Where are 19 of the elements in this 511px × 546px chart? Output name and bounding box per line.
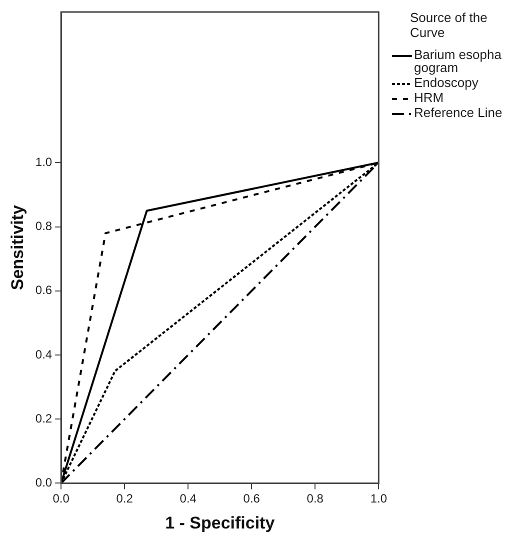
legend-label: HRM	[414, 90, 444, 105]
x-tick-label: 0.4	[180, 492, 197, 506]
y-tick-label: 0.4	[35, 347, 52, 362]
y-tick-label: 0.6	[35, 283, 52, 298]
y-tick-label: 0.0	[35, 476, 52, 490]
y-tick-label: 0.8	[35, 219, 52, 234]
y-axis-title: Sensitivity	[8, 204, 27, 290]
x-tick-label: 0.8	[306, 492, 324, 506]
legend-label: Endoscopy	[414, 75, 478, 90]
x-tick-label: 1.0	[370, 492, 388, 506]
x-axis-title: 1 - Specificity	[165, 513, 276, 532]
x-tick-label: 0.6	[243, 492, 260, 506]
y-tick-label: 1.0	[35, 154, 52, 169]
x-tick-label: 0.0	[52, 492, 70, 506]
legend-label: Reference Line	[414, 105, 502, 120]
y-tick-label: 0.2	[35, 411, 52, 426]
legend-title: Source of the Curve	[410, 10, 488, 40]
x-tick-label: 0.2	[116, 492, 134, 506]
legend-label: Barium esophagogram	[414, 47, 502, 75]
